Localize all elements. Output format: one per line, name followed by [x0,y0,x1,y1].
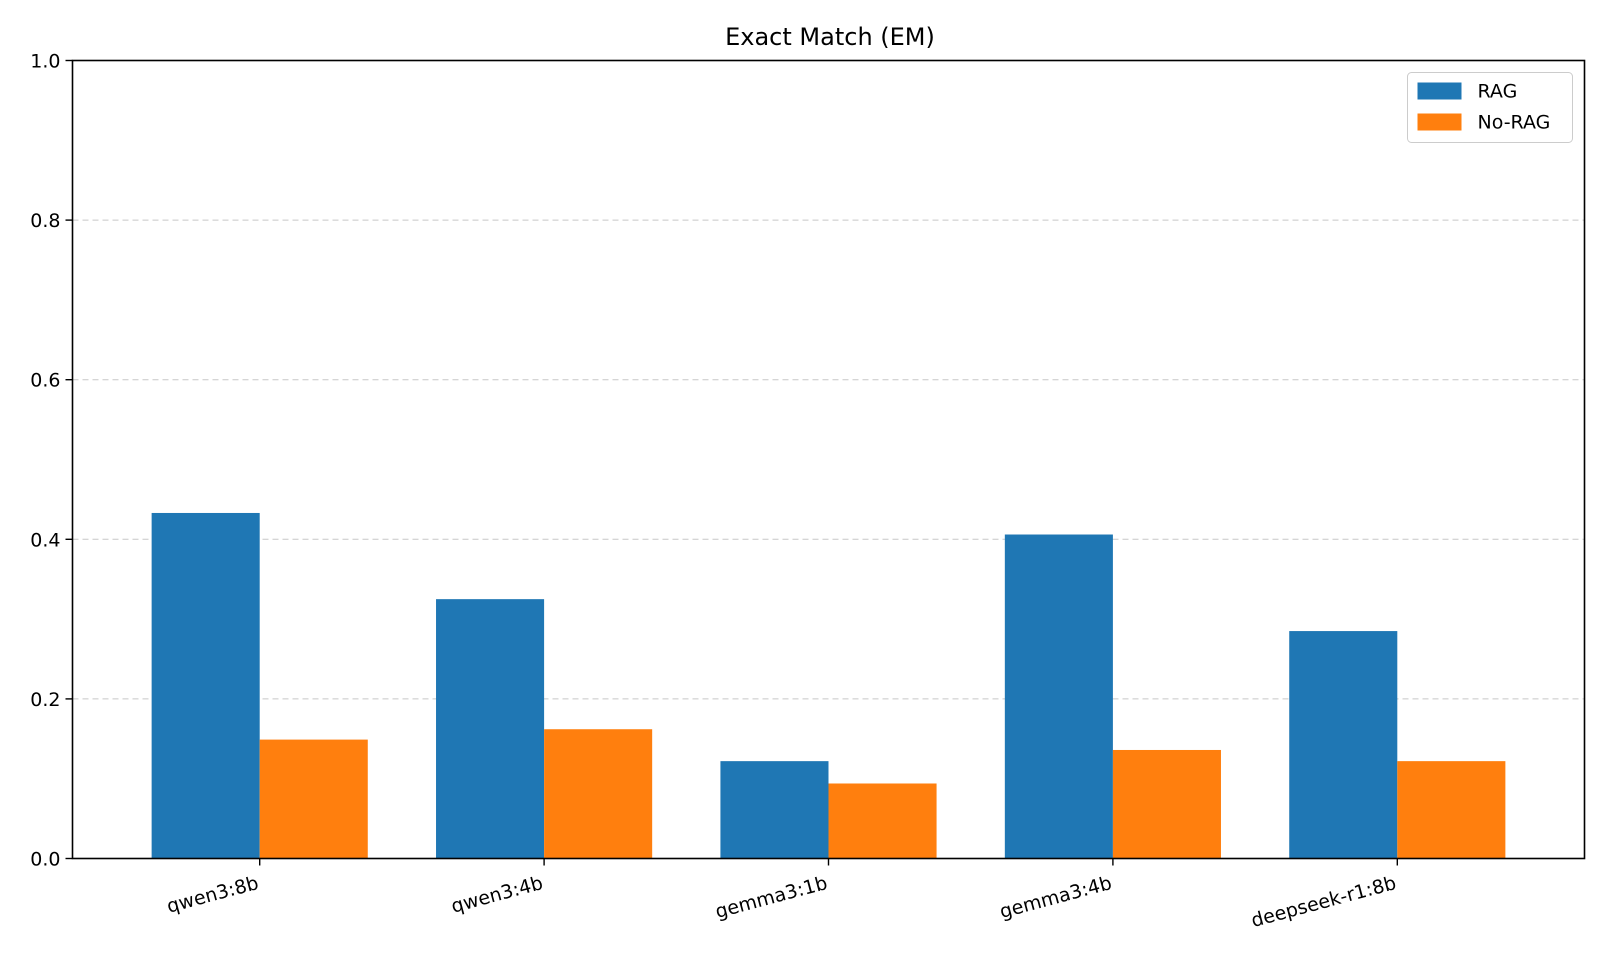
y-tick-label: 1.0 [30,51,60,73]
x-tick-label: gemma3:1b [713,872,830,923]
bars [151,512,1506,859]
x-tick-label: gemma3:4b [997,872,1114,923]
bar-rag [720,761,829,859]
y-tick-label: 0.8 [30,210,60,232]
chart-title: Exact Match (EM) [725,23,935,51]
y-tick-label: 0.6 [30,370,60,392]
legend: RAG No-RAG [1407,72,1573,143]
legend-swatch [1417,113,1462,131]
legend-swatch [1417,82,1462,100]
gridlines [72,219,1585,700]
legend-label: No-RAG [1478,112,1551,134]
bar-rag [436,599,545,859]
y-tick-label: 0.4 [30,529,60,551]
legend-label: RAG [1478,81,1518,103]
bar-no-rag [259,739,368,859]
bar-no-rag [1112,749,1221,859]
y-tick-label: 0.0 [30,849,60,871]
x-tick-label: qwen3:4b [449,872,545,918]
bar-no-rag [828,783,937,859]
y-tick-label: 0.2 [30,689,60,711]
x-tick-label: deepseek-r1:8b [1249,872,1399,932]
bar-rag [151,512,260,859]
bar-no-rag [544,729,653,859]
x-tick-label: qwen3:8b [165,872,261,918]
bar-rag [1004,534,1113,859]
y-axis: 0.0 0.2 0.4 0.6 0.8 1.0 [30,51,73,871]
bar-no-rag [1397,761,1506,859]
bar-rag [1289,631,1398,859]
x-axis: qwen3:8b qwen3:4b gemma3:1b gemma3:4b deepse… [165,858,1399,932]
